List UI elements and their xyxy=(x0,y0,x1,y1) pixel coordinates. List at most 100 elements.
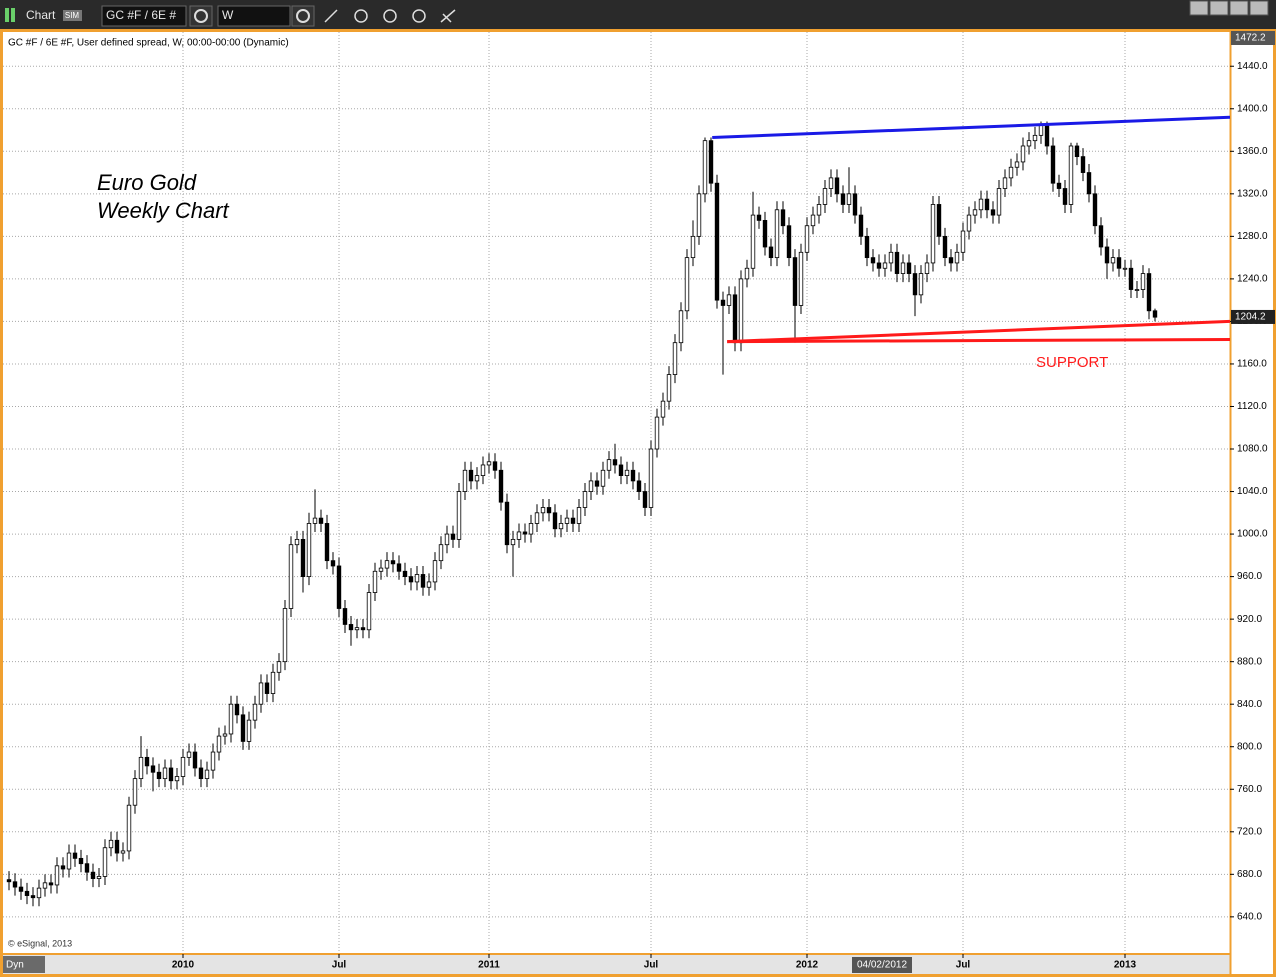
candle-body xyxy=(978,198,984,211)
candle-body xyxy=(918,273,924,296)
candle-body xyxy=(444,533,450,546)
cursor-tool[interactable] xyxy=(440,9,456,23)
y-tick-label: 760.0 xyxy=(1237,784,1262,795)
candle-body xyxy=(564,517,570,524)
y-tick-label: 1040.0 xyxy=(1237,486,1268,497)
y-tick-label: 1400.0 xyxy=(1237,103,1268,114)
alert-tool[interactable] xyxy=(412,9,426,23)
candle-body xyxy=(174,776,180,782)
candle-body xyxy=(756,214,762,221)
y-tick-label: 720.0 xyxy=(1237,826,1262,837)
refresh-tool[interactable] xyxy=(354,9,368,23)
candle-body xyxy=(90,871,96,879)
restore-button[interactable] xyxy=(1209,0,1229,16)
candle-body xyxy=(810,214,816,227)
tool-icons xyxy=(324,9,456,23)
candle-body xyxy=(1014,161,1020,168)
play-tool[interactable] xyxy=(383,9,397,23)
y-tick-label: 1360.0 xyxy=(1237,146,1268,157)
toolbar xyxy=(0,0,1276,30)
symbol-link-button[interactable] xyxy=(189,5,213,27)
window-title: Chart xyxy=(26,8,56,22)
y-tick-label: 840.0 xyxy=(1237,699,1262,710)
candle-body xyxy=(84,863,90,873)
candle-body xyxy=(528,523,534,535)
candle-body xyxy=(216,735,222,753)
candle-body xyxy=(990,209,996,216)
candle-body xyxy=(204,769,210,780)
candle-body xyxy=(924,262,930,274)
clock-button[interactable] xyxy=(291,5,315,27)
candle-body xyxy=(462,469,468,492)
minimize-button[interactable] xyxy=(1189,0,1209,16)
candle-body xyxy=(1002,177,1008,189)
candle-body xyxy=(888,251,894,264)
dyn-badge-bg[interactable] xyxy=(3,956,45,973)
candle-body xyxy=(792,257,798,306)
candle-body xyxy=(300,538,306,578)
candle-body xyxy=(1050,145,1056,184)
y-tick-label: 1000.0 xyxy=(1237,529,1268,540)
candle-body xyxy=(1092,193,1098,227)
maximize-button[interactable] xyxy=(1229,0,1249,16)
candle-body xyxy=(600,469,606,487)
candle-body xyxy=(780,209,786,227)
candle-body xyxy=(144,756,150,767)
close-button[interactable] xyxy=(1249,0,1269,16)
candle-body xyxy=(162,767,168,780)
candle-body xyxy=(630,469,636,482)
link-icon xyxy=(194,9,208,23)
candle-body xyxy=(966,214,972,232)
candle-body xyxy=(1080,156,1086,173)
candle-body xyxy=(534,512,540,524)
candle-body xyxy=(1152,310,1158,318)
candle-body xyxy=(330,560,336,567)
y-tick-label: 880.0 xyxy=(1237,656,1262,667)
candle-body xyxy=(246,719,252,742)
last-price: 1204.2 xyxy=(1235,312,1266,323)
candle-body xyxy=(594,480,600,487)
candle-body xyxy=(804,225,810,253)
draw-tool[interactable] xyxy=(324,9,338,23)
symbol-text: GC #F / 6E # xyxy=(106,8,176,22)
window-buttons xyxy=(1189,0,1269,16)
candle-body xyxy=(468,469,474,482)
symbol-box[interactable] xyxy=(101,5,187,27)
last-price-bg xyxy=(1231,309,1275,324)
candle-body xyxy=(768,246,774,259)
candle-body xyxy=(624,469,630,476)
candle-body xyxy=(138,756,144,780)
candle-body xyxy=(1134,289,1140,291)
candle-body xyxy=(504,501,510,546)
candle-body xyxy=(714,182,720,301)
candle-body xyxy=(732,294,738,344)
y-tick-label: 640.0 xyxy=(1237,911,1262,922)
candle-body xyxy=(1098,225,1104,248)
candle-body xyxy=(690,235,696,259)
y-tick-label: 1240.0 xyxy=(1237,274,1268,285)
candle-body xyxy=(384,560,390,569)
candle-body xyxy=(1062,188,1068,205)
interval-box[interactable] xyxy=(217,5,291,27)
candle-body xyxy=(846,193,852,205)
x-tick-label: 2013 xyxy=(1114,960,1137,971)
candle-body xyxy=(408,576,414,583)
trendline xyxy=(712,115,1231,139)
candle-body xyxy=(876,262,882,269)
candle-body xyxy=(510,538,516,546)
candle-body xyxy=(66,852,72,870)
candle-body xyxy=(666,374,672,402)
candle-body xyxy=(894,251,900,274)
candle-body xyxy=(660,400,666,418)
candle-body xyxy=(1074,145,1080,158)
candle-body xyxy=(1038,124,1044,136)
candle-body xyxy=(996,188,1002,216)
clock-icon xyxy=(296,9,310,23)
copyright: © eSignal, 2013 xyxy=(8,938,72,948)
candle-body xyxy=(450,533,456,540)
candle-body xyxy=(354,627,360,631)
candle-body xyxy=(762,220,768,248)
x-tick-label: 2011 xyxy=(478,960,500,971)
candle-body xyxy=(228,703,234,735)
candle-body xyxy=(18,886,24,892)
